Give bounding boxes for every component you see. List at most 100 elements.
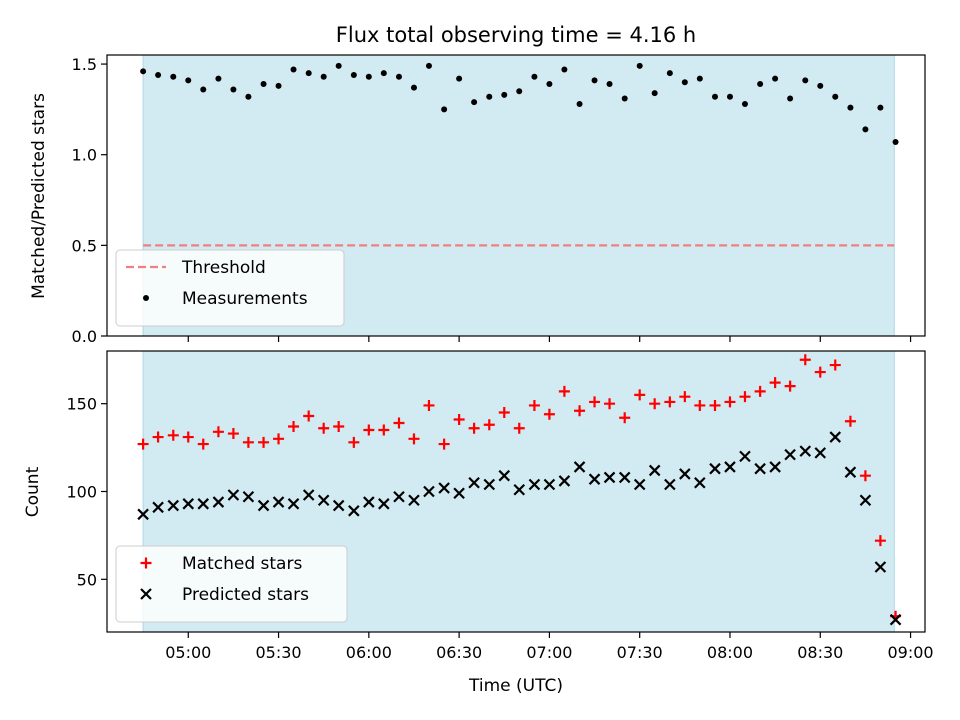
matched-stars-point	[453, 413, 465, 425]
matched-stars-point	[558, 385, 570, 397]
matched-stars-point	[589, 396, 601, 408]
x-tick-label: 05:00	[165, 643, 211, 662]
measurements-point	[621, 95, 628, 102]
matched-stars-point	[784, 380, 796, 392]
x-tick-label: 08:30	[797, 643, 843, 662]
bottom-y-axis-label: Count	[23, 466, 43, 517]
predicted-stars-point	[603, 471, 616, 484]
matched-stars-point	[438, 438, 450, 450]
matched-stars-point	[814, 366, 826, 378]
predicted-stars-point	[829, 431, 842, 443]
measurements-point	[320, 73, 327, 80]
measurements-point	[757, 81, 764, 88]
matched-stars-point	[423, 399, 435, 411]
predicted-stars-legend-marker	[140, 588, 152, 600]
measurements-point	[140, 68, 147, 75]
top-axes-frame	[106, 54, 926, 337]
matched-stars-point	[664, 396, 676, 408]
matched-stars-point	[483, 419, 495, 431]
bottom-y-tick-label: 100	[66, 483, 97, 502]
measurements-point	[305, 70, 312, 77]
measurements-point	[380, 70, 387, 77]
measurements-point	[531, 73, 538, 80]
predicted-stars-point	[272, 496, 285, 508]
measurements-point	[726, 93, 733, 100]
matched-stars-point	[679, 391, 691, 403]
matched-stars-point	[543, 408, 555, 420]
predicted-stars-point	[513, 483, 526, 496]
x-tick-label: 06:30	[436, 643, 482, 662]
predicted-stars-point	[453, 487, 465, 500]
measurements-point	[260, 81, 267, 88]
matched-stars-point	[859, 470, 871, 482]
predicted-stars-point	[724, 461, 736, 473]
x-tick-label: 07:30	[617, 643, 663, 662]
measurements-point	[200, 86, 207, 93]
matched-stars-legend-marker	[140, 557, 152, 569]
matched-stars-point	[468, 422, 480, 434]
predicted-stars-point	[679, 468, 691, 480]
measurements-point	[441, 106, 448, 113]
predicted-stars-point	[423, 485, 435, 498]
matched-stars-point	[769, 377, 781, 389]
measurements-point	[877, 104, 884, 111]
matched-stars-point	[829, 359, 841, 371]
predicted-stars-point	[348, 505, 360, 517]
bottom-y-tick-label: 150	[66, 395, 97, 414]
measurements-legend-label: Measurements	[182, 289, 308, 309]
measurements-point	[365, 73, 372, 80]
predicted-stars-point	[709, 462, 721, 475]
top-y-tick-label: 0.5	[72, 236, 97, 255]
measurements-point	[456, 75, 463, 82]
measurements-point	[170, 73, 177, 80]
matched-stars-point	[739, 391, 751, 403]
measurements-point	[471, 99, 478, 106]
predicted-stars-point	[332, 499, 345, 512]
measurements-point	[185, 77, 192, 84]
matched-stars-point	[754, 385, 766, 397]
measurements-point	[546, 81, 553, 88]
predicted-stars-point	[739, 450, 751, 463]
matched-stars-point	[528, 399, 540, 411]
predicted-stars-point	[257, 499, 270, 512]
measurements-point	[230, 86, 237, 93]
predicted-stars-point	[754, 462, 766, 475]
matched-stars-point	[513, 422, 525, 434]
predicted-stars-point	[694, 476, 706, 489]
matched-stars-point	[363, 424, 375, 436]
predicted-stars-point	[558, 475, 571, 487]
matched-stars-point	[288, 421, 300, 433]
predicted-stars-point	[393, 490, 405, 503]
measurements-point	[486, 93, 493, 100]
predicted-stars-point	[784, 448, 796, 461]
matched-stars-point	[197, 438, 209, 450]
measurements-point	[425, 62, 432, 69]
predicted-stars-point	[543, 478, 556, 491]
top-panel: Matched/Predicted stars 0.0 0.5 1.0 1.5 Thre…	[29, 54, 926, 346]
measurements-point	[576, 100, 583, 107]
predicted-stars-point	[468, 476, 480, 489]
measurements-point	[591, 77, 598, 84]
measurements-point	[847, 104, 854, 111]
x-tick-label: 07:00	[526, 643, 572, 662]
measurements-point	[155, 71, 162, 78]
measurements-point	[501, 91, 508, 98]
predicted-stars-point	[844, 466, 857, 478]
predicted-stars-point	[182, 498, 195, 510]
predicted-stars-point	[573, 461, 586, 473]
predicted-stars-point	[648, 464, 661, 477]
measurements-point	[350, 71, 357, 78]
matched-stars-point	[724, 396, 736, 408]
measurements-point	[681, 79, 688, 86]
measurements-point	[290, 66, 297, 73]
top-y-axis-label: Matched/Predicted stars	[29, 93, 49, 299]
top-legend-box	[115, 249, 345, 327]
predicted-stars-point	[167, 499, 180, 512]
matched-stars-point	[227, 428, 239, 440]
matched-stars-point	[333, 421, 345, 433]
measurements-point	[666, 70, 673, 77]
measurements-point	[335, 62, 342, 69]
predicted-stars-point	[408, 494, 420, 507]
measurements-point	[395, 73, 402, 80]
